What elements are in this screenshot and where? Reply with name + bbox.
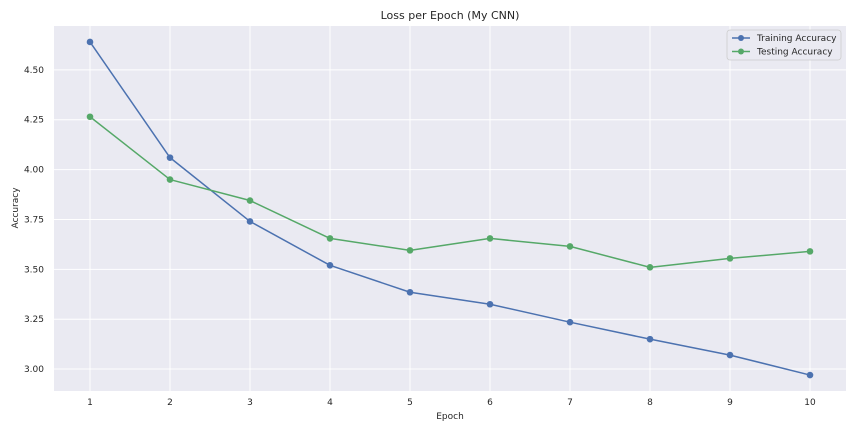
x-tick-label: 2 [167,398,173,408]
testing-accuracy-point [86,113,94,121]
y-tick-label: 4.25 [24,116,44,126]
legend-box [726,29,842,61]
y-tick-label: 3.50 [24,265,44,275]
series-lines [86,38,814,379]
grid-lines [54,26,846,391]
testing-accuracy-point [166,176,174,183]
x-tick-label: 7 [567,398,573,408]
x-tick-label: 9 [727,398,733,408]
training-accuracy-point [726,351,734,359]
legend-label: Testing Accuracy [756,48,833,58]
testing-accuracy-point [726,255,734,262]
training-accuracy-point [166,154,174,161]
y-tick-label: 3.25 [24,315,44,325]
chart-title: Loss per Epoch (My CNN) [381,9,520,22]
testing-accuracy-point [486,235,494,242]
legend: Training Accuracy Testing Accuracy [726,29,842,61]
training-accuracy-point [566,318,574,326]
testing-accuracy-point [566,243,574,250]
x-tick-label: 5 [407,398,413,408]
testing-accuracy-point [326,235,334,242]
x-tick-label: 8 [647,398,653,408]
testing-accuracy-point [406,247,414,254]
x-tick-label: 10 [804,398,816,408]
y-tick-label: 3.75 [24,215,44,225]
y-axis-label: Accuracy [11,187,21,229]
y-tick-label: 4.00 [24,166,44,176]
testing-accuracy-point [646,264,654,271]
x-tick-label: 6 [487,398,493,408]
training-accuracy-point [406,288,414,296]
testing-accuracy-legend-marker [738,48,744,55]
training-accuracy-point [486,300,494,308]
y-tick-label: 3.00 [24,365,44,375]
training-accuracy-point [646,335,654,343]
training-accuracy-point [246,218,254,225]
tick-labels: 1 2 3 4 5 6 7 8 9 10 3.00 3.25 3.50 3.75 4.00 4.25 4.50 [24,66,816,408]
training-accuracy-point [86,38,94,46]
x-tick-label: 4 [327,398,333,408]
x-axis-label: Epoch [436,412,464,422]
training-accuracy-point [806,371,814,379]
training-accuracy-point [326,262,334,269]
training-accuracy-legend-marker [738,35,744,41]
x-tick-label: 3 [247,398,253,408]
testing-accuracy-point [806,248,814,255]
testing-accuracy-line [89,116,811,269]
x-tick-label: 1 [87,398,93,408]
y-tick-label: 4.50 [24,66,44,76]
legend-label: Training Accuracy [756,34,837,44]
testing-accuracy-point [246,197,254,204]
plot-area [54,26,846,391]
